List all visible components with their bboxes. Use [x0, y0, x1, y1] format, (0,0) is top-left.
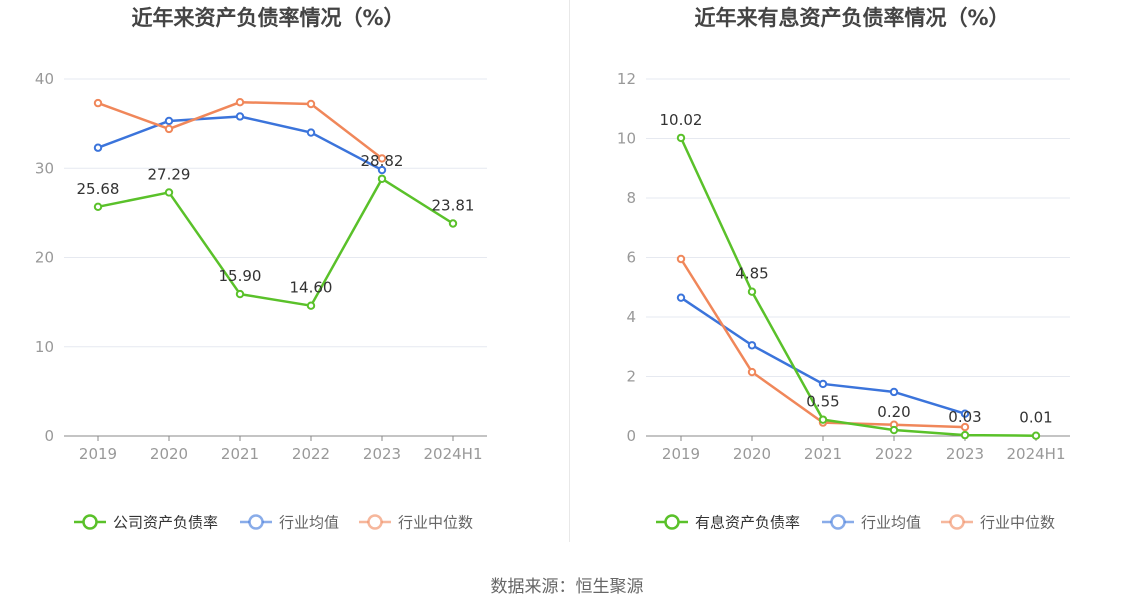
chart2-y-tick-label: 0: [626, 427, 636, 445]
chart2-y-tick-label: 4: [626, 308, 636, 326]
chart2-series-1-point: [889, 387, 899, 397]
chart2-x-tick-label: 2022: [875, 445, 913, 463]
chart1-x-tick-label: 2024H1: [424, 445, 483, 463]
chart1-data-label: 25.68: [77, 180, 120, 198]
chart1-series-2-point: [235, 98, 245, 107]
chart2-series-1-point: [676, 293, 686, 302]
source-note: 数据来源：恒生聚源: [490, 577, 644, 597]
chart2-data-label: 0.55: [806, 393, 839, 411]
chart2-data-label: 4.85: [735, 265, 768, 283]
chart1-x-tick-label: 2022: [292, 445, 330, 463]
chart1-legend-swatch-marker: [248, 514, 264, 530]
chart1-x-tick-label: 2019: [79, 445, 117, 463]
chart1-series-1-point: [235, 112, 245, 121]
chart1-legend-swatch-marker: [367, 514, 383, 530]
chart1-y-tick-label: 30: [35, 159, 54, 177]
chart1-series-0-point: [93, 202, 103, 212]
chart2-y-tick-label: 10: [617, 130, 636, 148]
chart1-legend-label: 行业中位数: [398, 514, 473, 532]
chart2-x-tick-label: 2023: [946, 445, 984, 463]
chart2-series-0-point: [818, 415, 828, 424]
chart1-legend-label: 行业均值: [279, 514, 339, 532]
chart1-y-tick-label: 40: [35, 70, 54, 88]
chart2-legend-label: 有息资产负债率: [695, 514, 800, 532]
chart2-x-tick-label: 2019: [662, 445, 700, 463]
chart1-series-0-point: [448, 219, 458, 228]
chart1-x-tick-label: 2020: [150, 445, 188, 463]
chart2-y-tick-label: 12: [617, 70, 636, 88]
chart1-data-label: 23.81: [432, 196, 475, 214]
chart2-series-2-point: [676, 254, 686, 264]
chart2-data-label: 10.02: [660, 111, 703, 129]
chart1-legend-label: 公司资产负债率: [113, 514, 218, 532]
chart2-legend-swatch-marker: [949, 514, 965, 530]
chart1-y-tick-label: 20: [35, 249, 54, 267]
chart2-x-tick-label: 2024H1: [1007, 445, 1066, 463]
chart1-series-2-point: [377, 154, 387, 163]
chart1-y-tick-label: 10: [35, 338, 54, 356]
chart2-legend-swatch-marker: [830, 514, 846, 530]
chart1-series-0-point: [235, 289, 245, 299]
chart1-x-tick-label: 2023: [363, 445, 401, 463]
chart1-series-line-0: [97, 177, 454, 307]
chart2-legend-label: 行业均值: [861, 514, 921, 532]
chart1-title: 近年来资产负债率情况（%）: [131, 6, 404, 30]
chart2-title: 近年来有息资产负债率情况（%）: [694, 6, 1009, 30]
chart2-series-1-point: [818, 379, 828, 389]
chart2-series-0-point: [1031, 431, 1041, 440]
chart2-series-2-point: [747, 367, 757, 377]
chart1-series-0-point: [306, 301, 316, 310]
chart1-data-label: 28.82: [361, 152, 404, 170]
chart1-legend-swatch-marker: [82, 514, 98, 530]
chart2-series-0-point: [960, 430, 970, 440]
chart1-data-label: 15.90: [219, 267, 262, 285]
chart2-series-0-point: [676, 133, 686, 143]
chart1-series-0-point: [164, 188, 174, 197]
chart2-x-tick-label: 2020: [733, 445, 771, 463]
chart2-series-line-0: [679, 137, 1037, 437]
chart1-y-tick-label: 0: [44, 427, 54, 445]
panel-divider: [569, 0, 570, 542]
chart2-y-tick-label: 2: [626, 368, 636, 386]
chart1-series-0-point: [377, 174, 387, 183]
chart1-series-1-point: [306, 128, 316, 137]
chart1-series-2-point: [93, 98, 103, 108]
chart2-series-0-point: [747, 287, 757, 296]
chart2-data-label: 0.20: [877, 403, 910, 421]
chart1-series-1-point: [377, 165, 387, 175]
chart2-data-label: 0.03: [948, 408, 981, 426]
chart2-series-1-point: [747, 341, 757, 350]
chart2-series-0-point: [889, 425, 899, 435]
chart1-data-label: 14.60: [290, 279, 333, 297]
chart2-series-1-point: [960, 409, 970, 418]
chart1-data-label: 27.29: [148, 165, 191, 183]
chart2-series-2-point: [960, 422, 970, 432]
chart2-legend-label: 行业中位数: [980, 514, 1055, 532]
chart1-series-1-point: [93, 143, 103, 152]
chart2-data-label: 0.01: [1019, 409, 1052, 427]
chart1-series-2-point: [306, 99, 316, 109]
chart2-legend-swatch-marker: [664, 514, 680, 530]
chart1-series-1-point: [164, 116, 174, 126]
chart2-y-tick-label: 8: [626, 189, 636, 207]
chart1-series-2-point: [164, 124, 174, 134]
chart2-y-tick-label: 6: [626, 249, 636, 267]
chart2-x-tick-label: 2021: [804, 445, 842, 463]
chart1-series-line-2: [97, 100, 383, 160]
chart1-x-tick-label: 2021: [221, 445, 259, 463]
